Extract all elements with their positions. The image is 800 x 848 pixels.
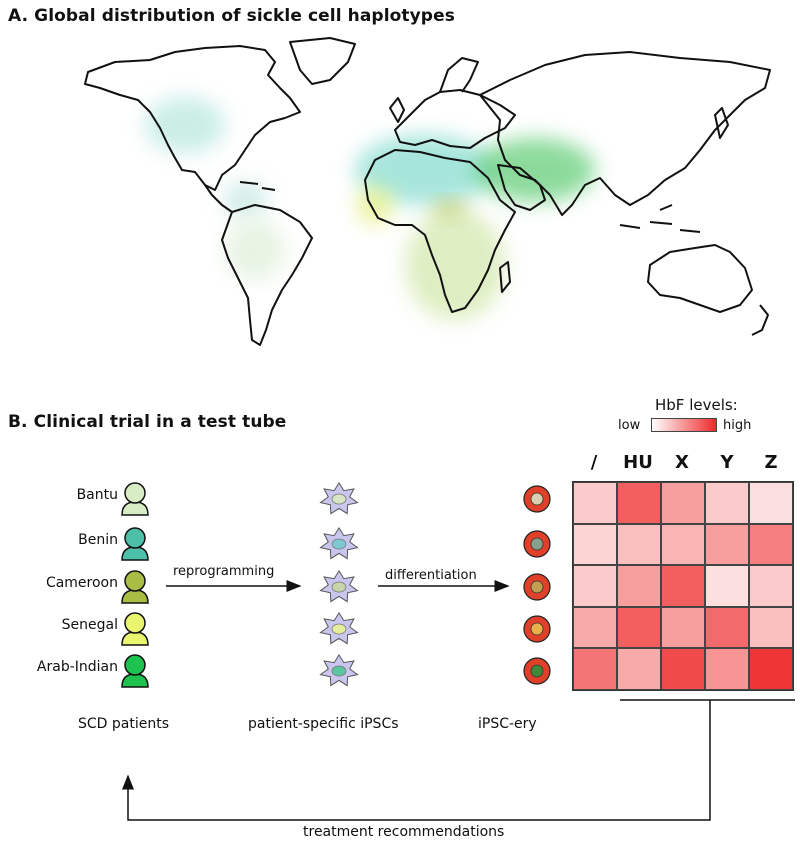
south-america-outline [221,204,313,346]
heatmap-cell [705,565,749,607]
ipsc-cell [319,611,359,645]
legend-title: HbF levels: [655,396,738,414]
heatmap-cell [749,482,793,524]
patient-label-benin: Benin [78,532,118,548]
ipsc-ery-cell [523,485,551,513]
caption-treatment-recommendations: treatment recommendations [303,824,505,840]
ipsc-ery-cell [523,530,551,558]
reprogramming-label: reprogramming [173,564,275,579]
col-header-hu: HU [623,452,653,473]
caption-patient-specific-ipscs: patient-specific iPSCs [248,716,399,732]
blob-central-africa [405,210,505,320]
feedback-arrow [122,700,711,821]
ipsc-ery-cell [523,573,551,601]
caption-scd-patients: SCD patients [78,716,170,732]
blob-south-america [225,220,285,280]
caption-ipsc-ery: iPSC-ery [478,716,537,732]
heatmap-cell [617,565,661,607]
patient-icon [121,482,149,516]
caribbean-outline [239,181,276,191]
ipsc-cell [319,569,359,603]
world-map [84,37,771,346]
heatmap-cell [573,606,617,649]
ipsc-ery-cell [523,657,551,685]
north-america-outline [84,45,301,191]
patient-icon [121,654,149,688]
patient-label-arab-indian: Arab-Indian [36,659,118,675]
japan-outline [714,107,729,139]
heatmap-cell [661,565,705,607]
ipsc-ery-cell [523,615,551,643]
heatmap-cell [661,482,705,524]
asia-outline [479,51,771,216]
patient-icon [121,570,149,604]
ipsc-cell [319,653,359,687]
col-header-none: / [590,452,598,473]
heatmap-cell [749,606,793,649]
patient-label-cameroon: Cameroon [45,575,118,591]
arabia-outline [497,164,546,211]
col-header-z: Z [764,452,778,473]
continent-outlines [84,37,771,346]
blob-senegal [357,185,393,225]
ipsc-cell [319,481,359,515]
heatmap-cell [617,482,661,524]
legend-low: low [618,418,641,433]
differentiation-label: differentiation [385,568,477,583]
heatmap-cell [617,523,661,566]
blob-caribbean [223,182,267,218]
heatmap-cell [573,565,617,607]
patient-icon [121,612,149,646]
patient-label-senegal: Senegal [61,617,118,633]
europe-outline [394,89,516,149]
heatmap-cell [661,606,705,649]
heatmap-cell [617,648,661,690]
scandinavia-outline [439,57,479,93]
africa-outline [364,149,516,313]
legend-high: high [723,418,752,433]
panel-b-title: B. Clinical trial in a test tube [8,412,287,432]
ipsc-cell [319,526,359,560]
heatmap-cell [705,606,749,649]
blob-arabia-india [475,138,595,202]
central-america-outline [204,184,233,213]
heatmap-cell [573,648,617,690]
heatmap-cell [661,523,705,566]
australia-outline [647,244,753,313]
indonesia-outline [619,204,701,233]
heatmap-cell [705,482,749,524]
patient-icon [121,527,149,561]
new-zealand-outline [751,304,769,336]
heatmap-cell [573,523,617,566]
col-header-x: X [675,452,689,473]
madagascar-outline [499,261,511,293]
greenland-outline [289,37,356,85]
heatmap-grid [572,481,794,691]
heatmap-cell [749,523,793,566]
panel-a-title: A. Global distribution of sickle cell ha… [8,6,455,26]
heatmap-cell [661,648,705,690]
heatmap-cell [617,606,661,649]
heatmap-cell [705,648,749,690]
heatmap-cell [749,648,793,690]
col-header-y: Y [720,452,734,473]
heatmap-cell [705,523,749,566]
legend-gradient-bar [651,418,717,432]
heatmap-cell [749,565,793,607]
heatmap-cell [573,482,617,524]
british-isles-outline [389,97,405,123]
patient-label-bantu: Bantu [76,487,118,503]
